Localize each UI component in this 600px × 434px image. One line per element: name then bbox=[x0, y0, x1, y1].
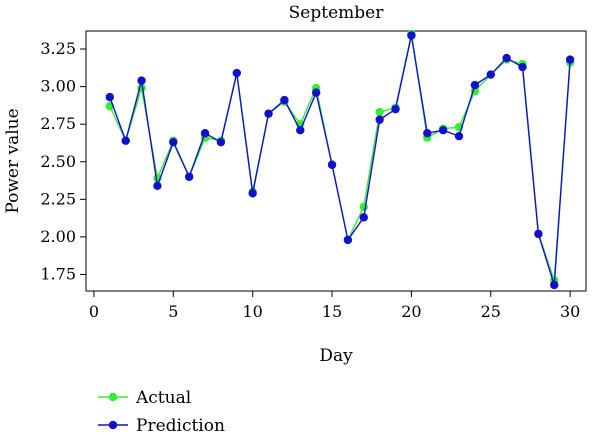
series-line-prediction bbox=[109, 35, 571, 286]
data-point-prediction bbox=[248, 189, 257, 198]
data-point-prediction bbox=[184, 172, 194, 181]
series-actual bbox=[105, 29, 575, 285]
y-axis-label: Power value bbox=[3, 108, 23, 213]
data-point-prediction bbox=[311, 88, 321, 97]
y-tick-label: 2.75 bbox=[40, 114, 76, 133]
data-point-prediction bbox=[486, 70, 495, 79]
y-tick-label: 3.00 bbox=[40, 77, 76, 96]
data-point-prediction bbox=[153, 181, 162, 190]
legend-marker bbox=[108, 392, 118, 402]
data-point-prediction bbox=[137, 76, 146, 85]
data-point-prediction bbox=[438, 125, 448, 135]
data-point-prediction bbox=[200, 128, 210, 138]
x-tick-label: 25 bbox=[481, 302, 501, 321]
x-tick-label: 5 bbox=[168, 302, 178, 321]
series-prediction bbox=[105, 31, 575, 290]
data-point-prediction bbox=[121, 136, 130, 145]
data-point-prediction bbox=[232, 68, 241, 78]
data-point-prediction bbox=[391, 104, 400, 114]
data-point-prediction bbox=[264, 109, 273, 118]
data-point-prediction bbox=[454, 132, 464, 141]
y-tick-label: 1.75 bbox=[40, 264, 76, 283]
data-point-prediction bbox=[216, 138, 226, 147]
x-tick-label: 20 bbox=[401, 302, 421, 321]
x-axis-label: Day bbox=[319, 346, 353, 366]
y-tick-label: 2.00 bbox=[40, 227, 76, 246]
y-tick-label: 3.25 bbox=[40, 39, 76, 58]
data-point-prediction bbox=[550, 280, 559, 290]
data-point-prediction bbox=[280, 95, 289, 105]
chart-title: September bbox=[289, 3, 385, 23]
plot-frame bbox=[85, 30, 587, 292]
x-axis: 0 5 10 15 20 25 30 bbox=[89, 291, 580, 321]
data-point-prediction bbox=[407, 31, 416, 40]
legend-label: Actual bbox=[135, 388, 191, 408]
data-point-actual bbox=[359, 202, 368, 212]
data-point-prediction bbox=[502, 53, 511, 63]
data-point-prediction bbox=[518, 62, 527, 72]
y-axis: 1.75 2.00 2.25 2.50 2.75 3.00 3.25 bbox=[40, 39, 86, 283]
x-tick-label: 0 bbox=[89, 302, 99, 321]
x-tick-label: 30 bbox=[560, 302, 580, 321]
data-point-prediction bbox=[169, 138, 178, 147]
legend-marker bbox=[108, 420, 118, 430]
series-layer bbox=[105, 29, 575, 290]
data-point-prediction bbox=[105, 92, 115, 102]
data-point-prediction bbox=[470, 80, 480, 90]
legend-item-actual: Actual bbox=[98, 388, 191, 408]
y-tick-label: 2.25 bbox=[40, 189, 76, 208]
data-point-prediction bbox=[359, 213, 368, 222]
y-tick-label: 2.50 bbox=[40, 152, 76, 171]
legend-item-prediction: Prediction bbox=[98, 416, 225, 434]
legend-label: Prediction bbox=[136, 416, 225, 434]
data-point-actual bbox=[375, 107, 384, 117]
x-tick-label: 15 bbox=[322, 302, 342, 321]
data-point-prediction bbox=[534, 229, 543, 239]
data-point-prediction bbox=[375, 115, 384, 124]
legend: Actual Prediction bbox=[98, 388, 225, 434]
data-point-prediction bbox=[565, 55, 575, 64]
series-line-actual bbox=[109, 33, 571, 281]
data-point-prediction bbox=[296, 125, 305, 135]
data-point-prediction bbox=[327, 160, 337, 169]
x-tick-label: 10 bbox=[242, 302, 262, 321]
data-point-prediction bbox=[423, 128, 432, 138]
data-point-prediction bbox=[343, 235, 353, 245]
